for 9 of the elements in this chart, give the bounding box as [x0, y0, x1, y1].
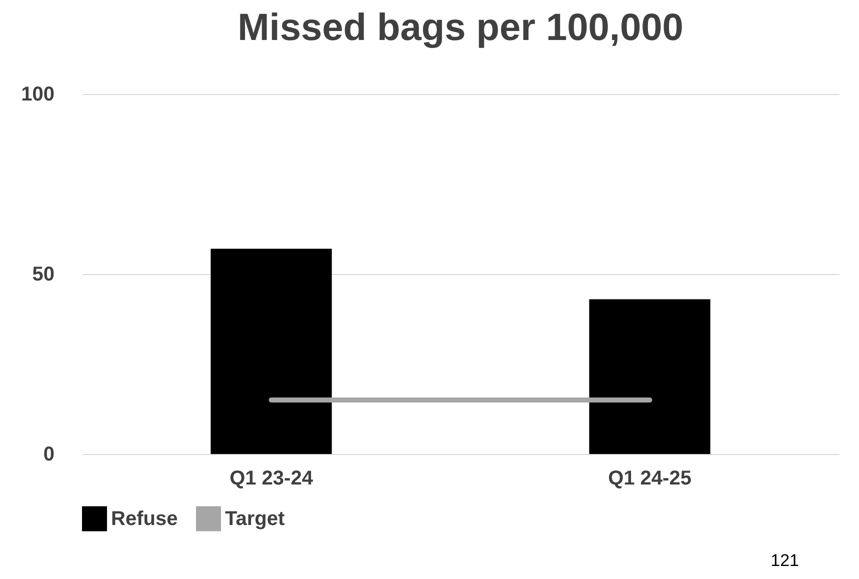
- x-tick-label: Q1 24-25: [608, 468, 692, 490]
- y-tick-label: 0: [43, 444, 54, 466]
- x-tick-label: Q1 23-24: [230, 468, 314, 490]
- y-tick-label: 100: [21, 84, 54, 106]
- chart-title: Missed bags per 100,000: [238, 7, 684, 49]
- y-tick-label: 50: [32, 264, 54, 286]
- legend-label: Target: [225, 508, 285, 530]
- text: 121: [770, 551, 799, 571]
- legend-label: Refuse: [111, 508, 178, 530]
